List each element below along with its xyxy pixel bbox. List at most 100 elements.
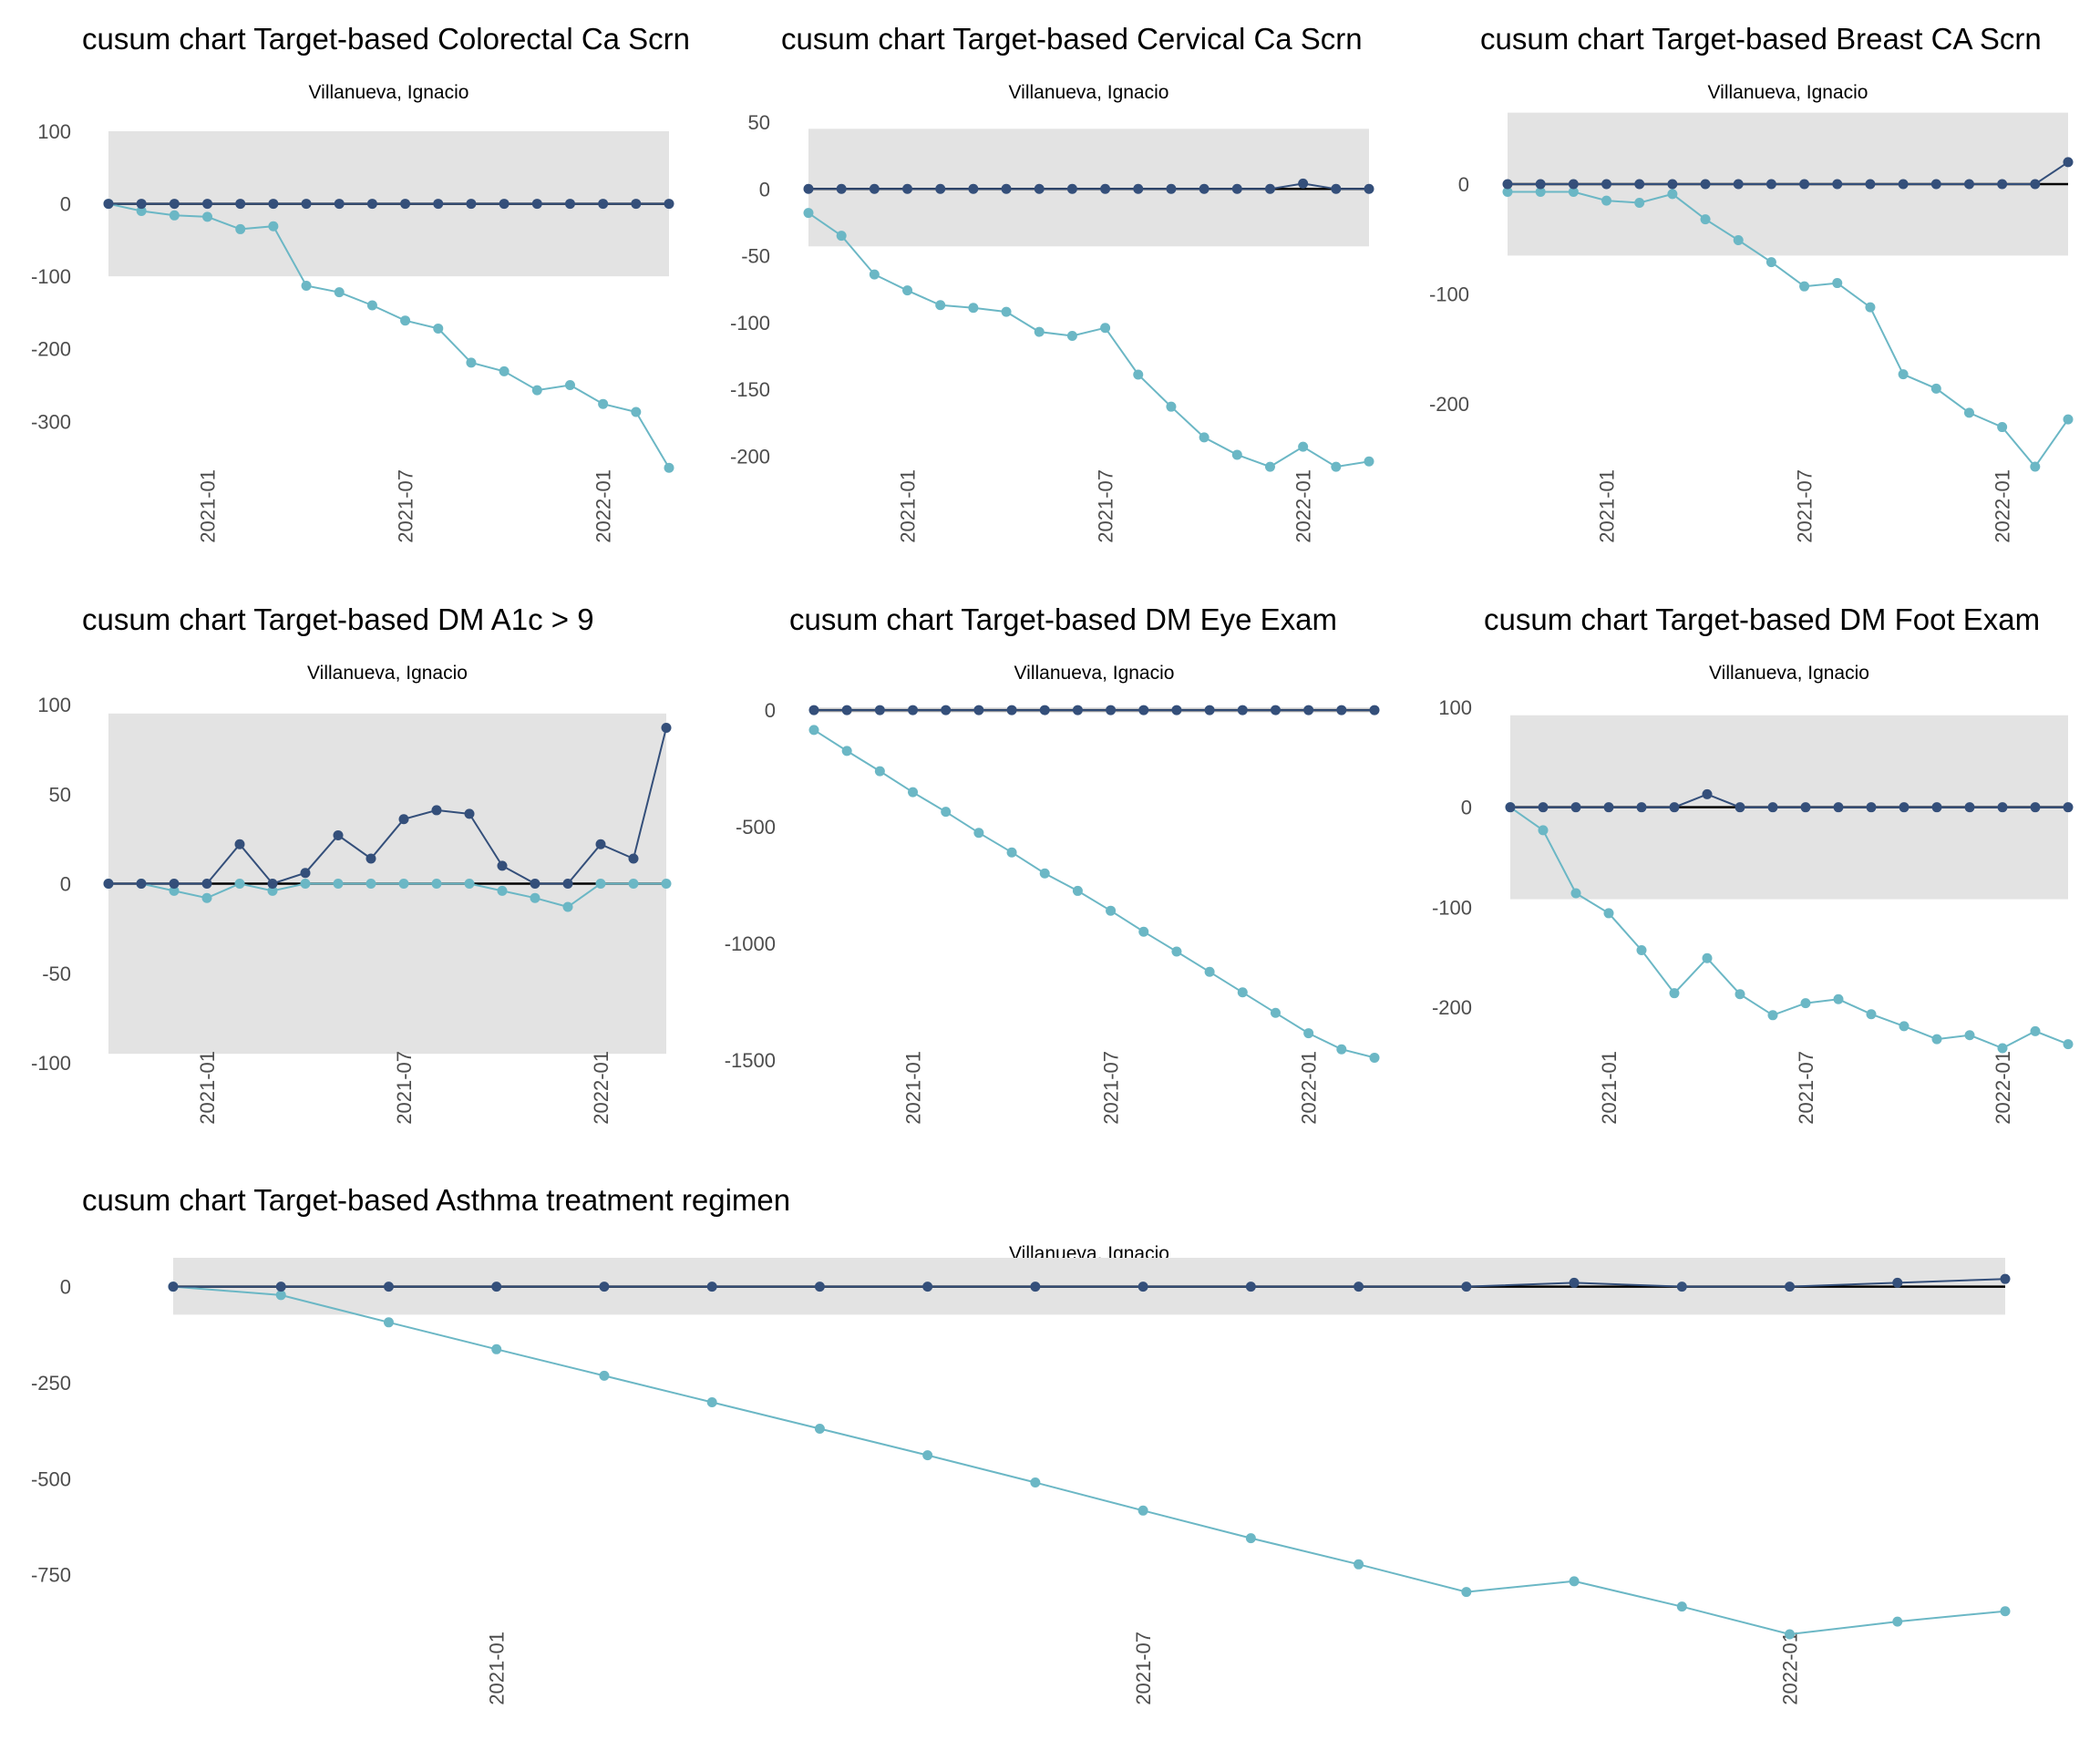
data-point-upper	[1931, 802, 1942, 813]
series-line-upper	[1510, 793, 2068, 808]
data-point-upper	[466, 199, 477, 210]
data-point-upper	[267, 879, 278, 889]
data-point-upper	[136, 879, 147, 889]
data-point-lower	[1568, 186, 1579, 197]
data-point-lower	[908, 787, 919, 798]
data-point-upper	[235, 199, 246, 210]
data-point-upper	[1034, 183, 1045, 194]
x-tick-label: 2021-07	[1095, 469, 1117, 543]
data-point-lower	[1138, 926, 1149, 937]
data-point-upper	[400, 199, 411, 210]
data-point-upper	[874, 705, 885, 715]
data-point-lower	[1133, 369, 1144, 380]
x-tick-label: 2022-01	[1298, 1051, 1321, 1125]
x-tick-label: 2022-01	[1992, 1051, 2014, 1125]
data-point-lower	[1298, 441, 1309, 452]
data-point-lower	[564, 380, 575, 391]
y-tick-label: 0	[765, 699, 776, 722]
data-point-upper	[300, 868, 311, 879]
data-point-lower	[1535, 186, 1546, 197]
data-point-lower	[366, 300, 377, 311]
data-point-lower	[497, 885, 508, 896]
data-point-lower	[267, 885, 278, 896]
data-point-upper	[1767, 802, 1778, 813]
data-point-lower	[1502, 186, 1513, 197]
data-point-upper	[1502, 179, 1513, 190]
chart-subtitle: Villanueva, Ignacio	[1008, 82, 1169, 103]
data-point-lower	[169, 210, 180, 221]
data-point-upper	[1603, 802, 1614, 813]
data-point-upper	[275, 1282, 286, 1292]
data-point-lower	[1006, 847, 1017, 858]
data-point-upper	[234, 839, 245, 849]
data-point-lower	[1199, 432, 1210, 443]
data-point-lower	[2030, 1025, 2041, 1036]
data-point-upper	[333, 829, 344, 840]
data-point-upper	[808, 705, 819, 715]
data-point-lower	[1034, 326, 1045, 337]
data-point-upper	[2063, 157, 2074, 168]
data-point-upper	[1930, 179, 1941, 190]
data-point-upper	[366, 199, 377, 210]
y-tick-label: 50	[748, 111, 770, 134]
y-tick-label: 100	[37, 694, 71, 716]
data-point-upper	[1336, 705, 1347, 715]
x-tick-label: 2022-01	[1292, 469, 1315, 543]
series-line-upper	[808, 182, 1369, 190]
data-point-lower	[1963, 407, 1974, 418]
y-tick-label: -250	[31, 1372, 71, 1395]
chart-subtitle: Villanueva, Ignacio	[308, 82, 469, 103]
data-point-lower	[1570, 888, 1581, 899]
data-point-lower	[1931, 1034, 1942, 1045]
data-point-upper	[1039, 705, 1050, 715]
data-point-upper	[136, 199, 147, 210]
data-point-upper	[1030, 1282, 1041, 1292]
data-point-upper	[1898, 179, 1909, 190]
data-point-upper	[1997, 179, 2008, 190]
y-tick-label: 0	[60, 193, 71, 216]
data-point-lower	[1866, 1009, 1877, 1020]
data-point-lower	[1700, 214, 1711, 225]
data-point-lower	[1765, 257, 1776, 268]
data-point-lower	[1245, 1533, 1256, 1544]
y-tick-label: -100	[730, 312, 770, 335]
data-point-lower	[1538, 825, 1549, 836]
data-point-lower	[301, 280, 312, 291]
data-point-upper	[1066, 183, 1077, 194]
data-point-upper	[1866, 802, 1877, 813]
series-line-lower	[108, 882, 666, 909]
data-point-lower	[1331, 461, 1342, 472]
data-point-upper	[922, 1282, 933, 1292]
data-point-upper	[706, 1282, 717, 1292]
data-point-upper	[1702, 788, 1713, 799]
data-point-upper	[564, 199, 575, 210]
data-point-upper	[2000, 1273, 2011, 1284]
data-point-upper	[941, 705, 952, 715]
data-point-lower	[599, 1370, 610, 1381]
data-point-upper	[1001, 183, 1012, 194]
data-point-upper	[1100, 183, 1111, 194]
data-point-lower	[1964, 1030, 1975, 1041]
data-point-lower	[1636, 945, 1647, 956]
series-line-upper	[108, 727, 667, 885]
data-point-lower	[464, 879, 475, 889]
data-point-upper	[1303, 705, 1314, 715]
data-point-lower	[1569, 1576, 1580, 1587]
data-point-lower	[1676, 1601, 1687, 1612]
data-point-lower	[2030, 461, 2041, 472]
data-point-upper	[1133, 183, 1144, 194]
data-point-upper	[1964, 802, 1975, 813]
x-tick-label: 2021-01	[1596, 469, 1619, 543]
data-point-lower	[869, 269, 880, 280]
data-point-upper	[1270, 705, 1281, 715]
x-tick-label: 2021-07	[395, 469, 417, 543]
data-point-upper	[869, 183, 880, 194]
data-point-upper	[2030, 802, 2041, 813]
data-point-lower	[1270, 1007, 1281, 1018]
x-tick-label: 2021-01	[902, 1051, 925, 1125]
data-point-lower	[2000, 1606, 2011, 1617]
y-tick-label: -1000	[725, 932, 776, 955]
data-point-lower	[631, 407, 642, 417]
data-point-upper	[935, 183, 946, 194]
